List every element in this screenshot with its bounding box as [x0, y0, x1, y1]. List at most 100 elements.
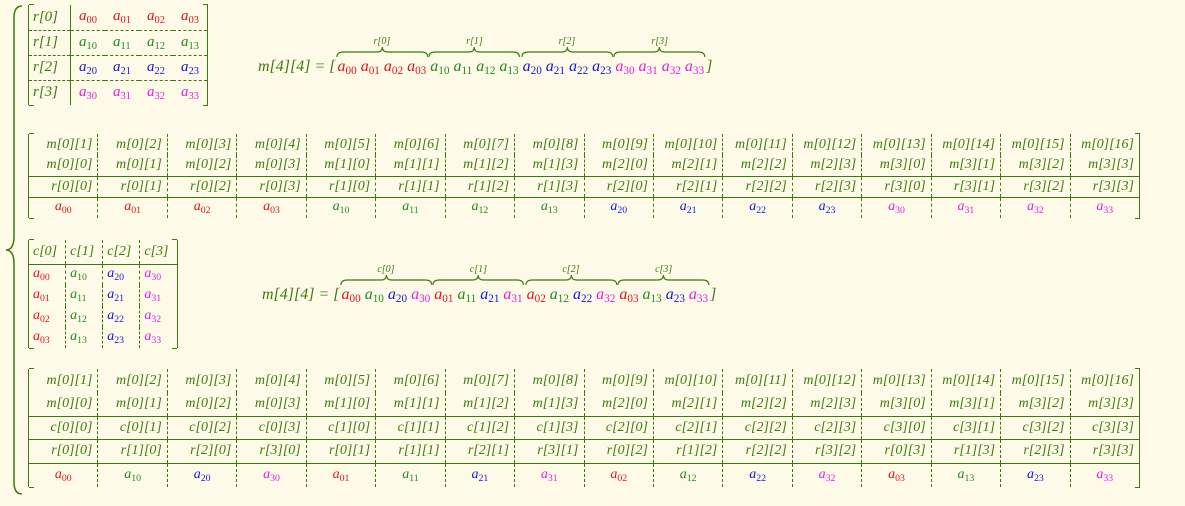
- cell: m[3][1]: [931, 392, 1002, 416]
- element: a03: [407, 58, 427, 77]
- cell: a11: [375, 197, 446, 218]
- cell: m[0][15]: [1000, 134, 1071, 155]
- cell: c[0][3]: [236, 416, 307, 440]
- cell: r[2][3]: [1000, 439, 1071, 463]
- overbrace: [617, 274, 710, 286]
- group: r[1] a10 a11 a12 a13: [428, 36, 520, 77]
- table-row: c[0][0] c[0][1] c[0][2] c[0][3] c[1][0] c[1][…: [28, 416, 1140, 440]
- bracket-end: [28, 486, 34, 488]
- cell: a32: [792, 463, 863, 487]
- cell: m[0][8]: [514, 134, 585, 155]
- cell: m[3][0]: [861, 155, 932, 176]
- cell: r[1][0]: [306, 176, 377, 197]
- bracket-end: [28, 239, 34, 240]
- cell: m[2][1]: [653, 155, 724, 176]
- matrix-row: a01 a11 a21 a31: [28, 285, 178, 306]
- element: a21: [113, 58, 132, 77]
- cell: a31: [514, 463, 585, 487]
- bracket-end: [28, 348, 34, 349]
- element: a13: [499, 58, 519, 77]
- cell: m[0][13]: [861, 134, 932, 155]
- cell: c[2][3]: [792, 416, 863, 440]
- matrix: c[0] c[1] c[2] c[3] a00 a10 a20 a30 a01 a11 a21 a31…: [28, 239, 178, 349]
- element: a32: [144, 308, 162, 325]
- cell: m[3][1]: [931, 155, 1002, 176]
- element: a03: [181, 8, 200, 27]
- cell: r[2][0]: [584, 176, 654, 197]
- group-label: r[2]: [558, 36, 576, 47]
- group: c[0] a00 a10 a20 a30: [340, 264, 433, 305]
- cell: r[0][2]: [167, 176, 238, 197]
- cell: r[2][3]: [792, 176, 863, 197]
- bracket-end: [172, 348, 177, 349]
- group-label: c[2]: [562, 264, 580, 275]
- cell: m[2][0]: [584, 392, 654, 416]
- matrix-row: r[2] a20 a21 a22 a23: [28, 55, 208, 80]
- element: a10: [430, 58, 450, 77]
- element: a11: [453, 58, 473, 77]
- cell: m[0][13]: [861, 369, 932, 393]
- col-label: c[0]: [28, 240, 67, 264]
- element: a23: [102, 327, 141, 348]
- element: a12: [549, 286, 569, 305]
- group: r[0] a00 a01 a02 a03: [336, 36, 429, 77]
- cell: a13: [931, 463, 1002, 487]
- cell: r[1][1]: [375, 176, 446, 197]
- cell: m[0][16]: [1081, 136, 1134, 152]
- overbrace: [428, 46, 520, 58]
- element: a11: [65, 285, 104, 306]
- cell: m[0][1]: [97, 155, 168, 176]
- matrix-row: a03 a13 a23 a33: [28, 327, 178, 348]
- cell: m[0][15]: [1000, 369, 1071, 393]
- cell: a02: [167, 197, 238, 218]
- cell: m[1][3]: [514, 392, 585, 416]
- element: a10: [79, 33, 98, 52]
- cell: m[2][3]: [792, 155, 863, 176]
- cell: m[0][4]: [236, 369, 307, 393]
- group: c[2] a02 a12 a22 a32: [525, 264, 618, 305]
- cell: c[2][0]: [584, 416, 654, 440]
- cell: m[1][2]: [445, 155, 516, 176]
- element: a02: [147, 8, 166, 27]
- group: c[1] a01 a11 a21 a31: [432, 264, 524, 305]
- col-table: m[0][1] m[0][2] m[0][3] m[0][4] m[0][5] m[0][…: [28, 368, 1140, 488]
- cell: r[1][2]: [445, 176, 516, 197]
- element: a23: [592, 58, 612, 77]
- cell: a33: [1096, 199, 1114, 217]
- equation-lhs: m[4][4] =: [262, 286, 330, 303]
- cell: r[0][1]: [97, 176, 168, 197]
- cell: r[2][1]: [653, 176, 724, 197]
- cell: m[3][3]: [1088, 157, 1134, 173]
- cell: a22: [722, 197, 793, 218]
- bracket-end: [28, 218, 34, 219]
- element: a01: [360, 58, 380, 77]
- cell: m[0][2]: [97, 134, 168, 155]
- element: a32: [147, 83, 166, 102]
- cell: r[2][2]: [722, 439, 793, 463]
- cell: a00: [28, 197, 99, 218]
- cell: c[1][1]: [375, 416, 446, 440]
- cell: m[0][6]: [375, 369, 446, 393]
- element: a02: [28, 306, 67, 327]
- bracket-end: [172, 239, 177, 240]
- element: a22: [572, 286, 593, 305]
- element: a33: [144, 329, 162, 346]
- cell: m[1][0]: [306, 392, 377, 416]
- cell: a31: [931, 197, 1002, 218]
- overbrace: [521, 46, 614, 58]
- bracket: [: [333, 286, 340, 303]
- overbrace: [525, 274, 618, 286]
- matrix-row: r[0] a00 a01 a02 a03: [28, 5, 208, 30]
- element: a12: [147, 33, 166, 52]
- row-matrix: r[0] a00 a01 a02 a03 r[1] a10 a11 a12 a13 r[2] a20 a…: [28, 4, 209, 106]
- cell: m[1][1]: [375, 392, 446, 416]
- cell: a01: [306, 463, 377, 487]
- cell: m[0][2]: [97, 369, 168, 393]
- cell: m[0][2]: [167, 392, 238, 416]
- overbrace: [340, 274, 433, 286]
- bracket-end: [202, 105, 208, 106]
- cell: r[3][2]: [1000, 176, 1071, 197]
- table-row: m[0][1] m[0][2] m[0][3] m[0][4] m[0][5] m[0][…: [28, 134, 1140, 155]
- cell: m[2][2]: [722, 392, 793, 416]
- element: a31: [113, 83, 132, 102]
